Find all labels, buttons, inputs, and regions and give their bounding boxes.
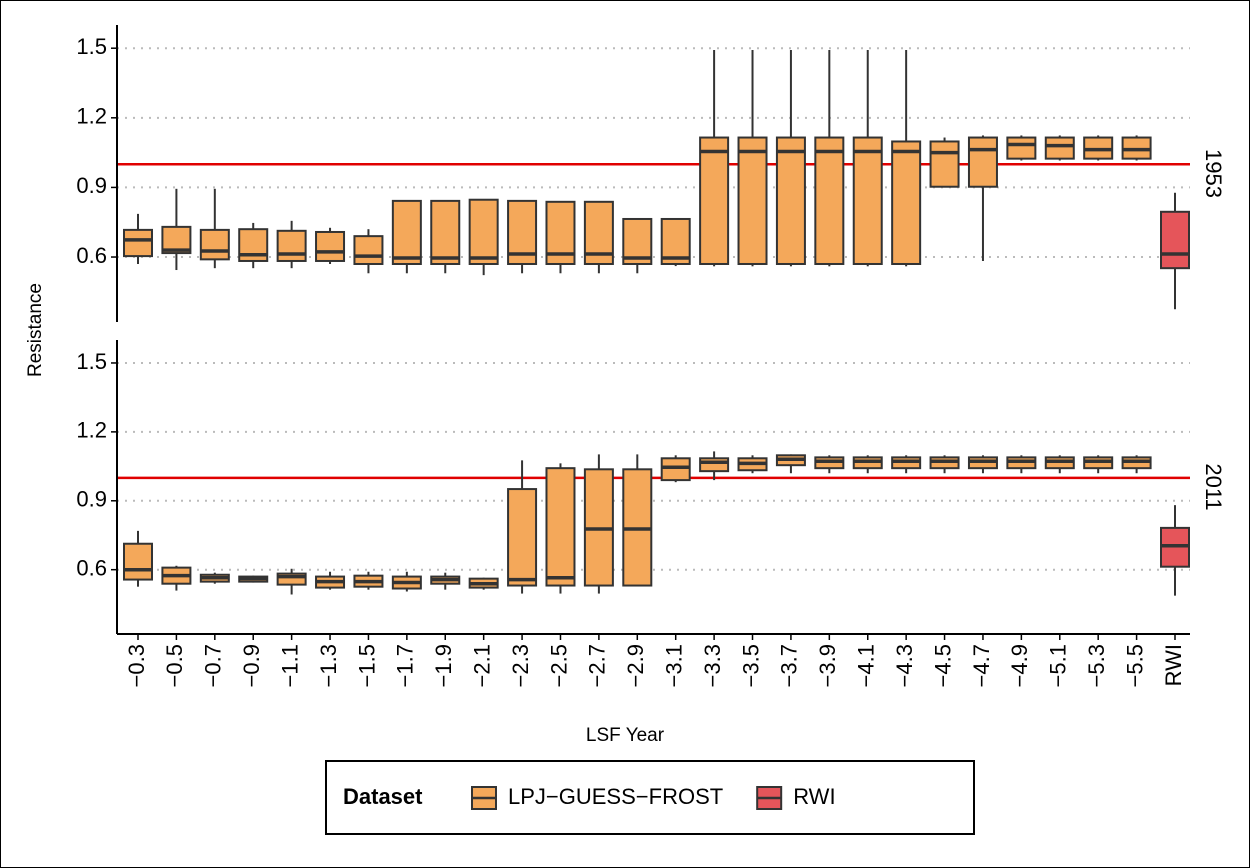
x-tick-label: −1.7 <box>393 644 418 687</box>
box <box>814 136 845 265</box>
x-tick-label: −0.3 <box>124 644 149 687</box>
x-axis-label: LSF Year <box>586 725 665 746</box>
x-tick-label: −4.7 <box>969 644 994 687</box>
box <box>315 230 346 262</box>
x-tick-label: −1.3 <box>316 644 341 687</box>
x-tick-label: −3.1 <box>662 644 687 687</box>
x-tick-label: −2.1 <box>469 644 494 687</box>
x-tick-label: −0.9 <box>239 644 264 687</box>
box <box>545 467 576 587</box>
box <box>391 199 422 265</box>
box <box>737 136 768 265</box>
x-tick-label: −3.5 <box>738 644 763 687</box>
y-axis-label: Resistance <box>25 283 46 377</box>
y-tick-label: 0.9 <box>76 173 107 198</box>
box <box>276 572 307 586</box>
legend-title: Dataset <box>343 784 423 809</box>
x-tick-label: −4.1 <box>854 644 879 687</box>
box <box>123 542 153 581</box>
box <box>852 136 883 265</box>
x-tick-label: −5.5 <box>1122 644 1147 687</box>
x-tick-label: −5.3 <box>1084 644 1109 687</box>
box <box>775 136 806 265</box>
strip-label: 1953 <box>1201 149 1226 198</box>
y-tick-label: 0.6 <box>76 243 107 268</box>
x-tick-label: −5.1 <box>1046 644 1071 687</box>
box <box>1160 210 1190 270</box>
y-tick-label: 0.9 <box>76 487 107 512</box>
y-tick-label: 1.5 <box>76 349 107 374</box>
x-tick-label: −3.9 <box>815 644 840 687</box>
box <box>1044 136 1075 160</box>
box <box>430 199 461 265</box>
x-tick-label: −1.5 <box>354 644 379 687</box>
x-tick-label: −4.5 <box>930 644 955 687</box>
box <box>468 198 499 265</box>
y-tick-label: 1.5 <box>76 34 107 59</box>
legend-box <box>325 760 975 835</box>
box <box>967 136 998 188</box>
x-tick-label: RWI <box>1161 644 1186 686</box>
y-tick-label: 1.2 <box>76 104 107 129</box>
x-tick-label: −3.7 <box>777 644 802 687</box>
x-tick-label: −4.3 <box>892 644 917 687</box>
box <box>929 140 960 188</box>
box <box>507 488 538 587</box>
x-tick-label: −1.1 <box>277 644 302 687</box>
box <box>1006 136 1037 160</box>
legend-label: LPJ−GUESS−FROST <box>508 784 723 809</box>
box <box>891 140 922 265</box>
box <box>660 457 691 482</box>
x-tick-label: −4.9 <box>1007 644 1032 687</box>
y-tick-label: 0.6 <box>76 556 107 581</box>
box <box>699 457 730 473</box>
x-tick-label: −2.7 <box>585 644 610 687</box>
box <box>123 228 153 258</box>
x-tick-label: −2.5 <box>546 644 571 687</box>
x-tick-label: −1.9 <box>431 644 456 687</box>
x-tick-label: −0.5 <box>162 644 187 687</box>
x-tick-label: −2.9 <box>623 644 648 687</box>
strip-label: 2011 <box>1201 463 1226 510</box>
box <box>199 228 230 261</box>
x-tick-label: −0.7 <box>201 644 226 687</box>
y-tick-label: 1.2 <box>76 418 107 443</box>
x-tick-label: −2.3 <box>508 644 533 687</box>
legend-label: RWI <box>793 784 835 809</box>
box <box>353 235 384 265</box>
box <box>276 229 307 262</box>
x-tick-label: −3.3 <box>700 644 725 687</box>
box <box>699 136 730 265</box>
